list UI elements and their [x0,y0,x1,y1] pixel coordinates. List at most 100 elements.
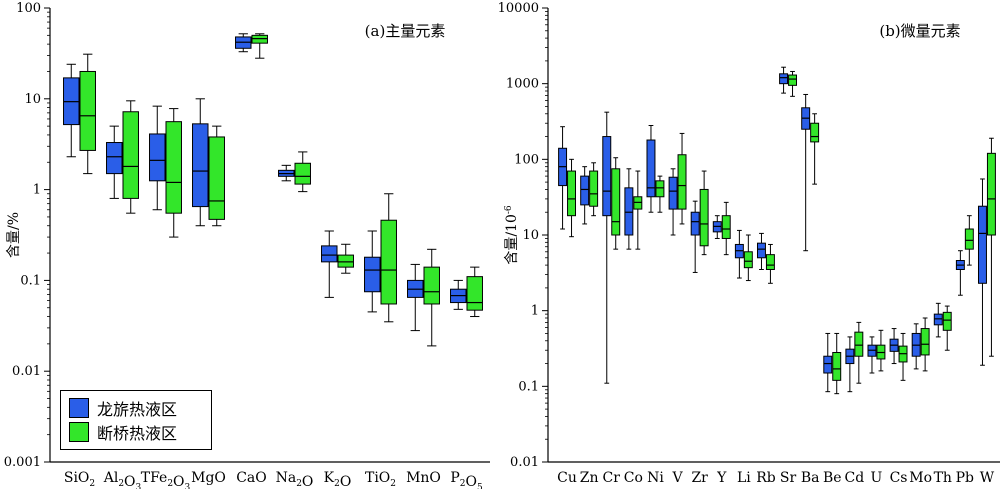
box-iqr [602,136,612,217]
box-longlv-5 [668,168,678,236]
box-duanqiao-16 [920,317,930,372]
box-duanqiao-3 [633,170,643,250]
y-tick-label: 0.01 [12,364,41,379]
panel-a: 0.001 0.01 0.1 1 10 100 含量/% (a)主量元素 SiO2 Al2O3TF… [4,1,490,493]
box-iqr [192,123,209,208]
box-duanqiao-5 [294,151,311,193]
y-tick-label: 100 [514,152,539,167]
x-tick-label: K2O [324,470,352,489]
x-tick-label: Zr [691,470,708,486]
box-duanqiao-0 [79,53,96,175]
box-iqr [964,228,974,250]
box-longlv-14 [867,336,877,374]
box-longlv-2 [149,105,166,211]
panel-title: (a)主量元素 [365,22,446,40]
box-iqr [920,328,930,356]
y-tick-label: 0.1 [20,273,41,288]
box-longlv-6 [690,200,700,273]
box-duanqiao-3 [208,125,225,227]
box-iqr [756,242,766,259]
box-iqr [364,256,381,293]
x-tick-label: Cr [603,470,621,486]
x-tick-label: Zn [580,470,599,486]
box-longlv-10 [779,66,789,94]
x-tick-label: Ba [801,470,820,486]
box-duanqiao-13 [854,321,864,384]
y-tick-label: 10 [24,92,41,107]
box-iqr [589,170,599,207]
box-longlv-12 [823,332,833,393]
box-duanqiao-1 [122,100,139,214]
box-longlv-7 [712,215,722,239]
box-iqr [580,175,590,206]
legend-swatch-green [69,422,89,442]
box-iqr [721,215,731,239]
box-iqr [854,331,864,357]
box-duanqiao-4 [251,33,268,59]
y-tick-label: 10000 [498,1,539,16]
box-duanqiao-9 [765,243,775,284]
box-iqr [823,355,833,374]
x-tick-label: Mo [909,470,932,486]
box-duanqiao-15 [898,332,908,381]
x-tick-label: Na2O [276,470,314,489]
box-iqr [779,73,789,85]
box-iqr [294,162,311,185]
box-duanqiao-4 [655,175,665,213]
legend-label-longlv: 龙旂热液区 [97,400,178,419]
box-iqr [690,211,700,236]
box-iqr [765,254,775,270]
box-longlv-6 [321,230,338,298]
box-duanqiao-17 [942,305,952,351]
panel-b: 0.01 0.1 1 10 100 1000 10000 含量/10-6 (b)微量元素 Cu Zn… [498,1,1000,486]
box-iqr [321,245,338,263]
box-iqr [743,251,753,269]
box-duanqiao-2 [611,157,621,250]
box-iqr [942,311,952,331]
box-longlv-8 [734,229,744,279]
legend-swatch-blue [69,398,89,418]
box-longlv-13 [845,336,855,393]
box-longlv-2 [602,111,612,384]
y-tick-label: 100 [16,1,41,16]
box-iqr [655,180,665,198]
box-iqr [668,176,678,210]
y-tick-label: 1 [531,304,539,319]
legend-label-duanqiao: 断桥热液区 [97,424,178,443]
box-iqr [986,152,996,236]
box-iqr [810,122,820,143]
x-tick-label: TFe2O3 [141,470,191,489]
box-duanqiao-0 [567,158,577,238]
x-tick-label: Rb [756,470,776,486]
box-longlv-9 [756,232,766,270]
box-iqr [149,133,166,182]
box-longlv-9 [450,279,467,310]
x-tick-label: MnO [406,470,441,486]
box-duanqiao-10 [788,70,798,97]
box-longlv-4 [235,33,252,53]
box-iqr [832,351,842,381]
box-iqr [466,276,483,311]
box-iqr [567,170,577,217]
x-tick-label: TiO2 [365,470,396,489]
box-iqr [423,266,440,305]
x-tick-label: Co [624,470,643,486]
box-longlv-3 [192,98,209,227]
x-tick-label: Al2O3 [103,470,142,489]
x-tick-label: Th [934,470,952,486]
box-iqr [106,142,123,175]
box-iqr [677,154,687,210]
box-duanqiao-19 [986,137,996,357]
box-longlv-0 [63,63,80,158]
x-tick-label: Pb [956,470,974,486]
x-tick-label: Sr [780,470,797,486]
box-duanqiao-18 [964,215,974,266]
box-iqr [646,139,656,198]
box-duanqiao-9 [466,266,483,318]
box-duanqiao-1 [589,162,599,217]
box-iqr [977,205,987,284]
box-iqr [624,187,634,236]
x-tick-label: P2O5 [450,470,483,489]
x-tick-label: Cd [845,470,865,486]
